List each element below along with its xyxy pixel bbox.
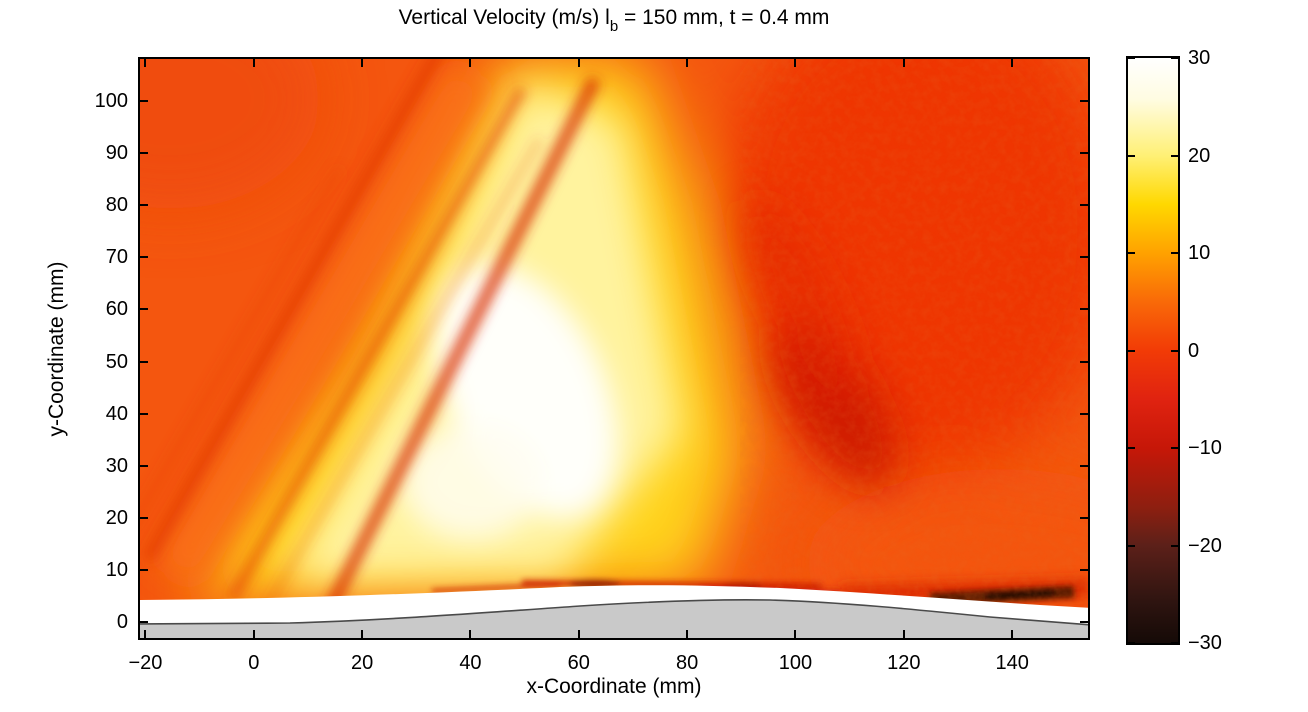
x-tick-mark-top [1011, 59, 1014, 67]
y-tick-label: 0 [116, 611, 128, 634]
y-tick-mark-right [1080, 99, 1088, 102]
y-tick-label: 50 [105, 350, 128, 373]
x-tick-label: −20 [128, 652, 163, 674]
x-tick-mark [794, 630, 797, 638]
y-tick-mark-right [1080, 204, 1088, 207]
field-noise-texture [740, 59, 1088, 638]
y-tick-mark [140, 360, 148, 363]
y-tick-label: 70 [105, 246, 128, 269]
colorbar-tick-label: 0 [1188, 339, 1200, 362]
y-tick-mark [140, 151, 148, 154]
x-tick-mark [361, 630, 364, 638]
y-tick-mark [140, 464, 148, 467]
y-tick-mark-right [1080, 256, 1088, 259]
x-tick-label: 0 [248, 652, 260, 674]
x-tick-label: 60 [567, 652, 590, 674]
x-tick-label: 40 [459, 652, 482, 674]
x-tick-mark-top [252, 59, 255, 67]
y-tick-label: 60 [105, 298, 128, 321]
x-tick-mark [144, 630, 147, 638]
colorbar-tick-mark-right [1171, 447, 1178, 449]
y-tick-label: 30 [105, 454, 128, 477]
y-tick-mark-right [1080, 308, 1088, 311]
colorbar-tick-mark-right [1171, 57, 1178, 59]
x-tick-mark-top [686, 59, 689, 67]
colorbar-tick-mark-right [1171, 642, 1178, 644]
colorbar-tick-label: 10 [1188, 242, 1211, 264]
colorbar-tick-mark-right [1171, 252, 1178, 254]
colorbar-tick-label: 30 [1188, 47, 1211, 69]
x-tick-label: 100 [778, 652, 813, 674]
y-tick-mark [140, 256, 148, 259]
y-tick-mark [140, 204, 148, 207]
plot-area [138, 57, 1090, 640]
y-tick-mark [140, 621, 148, 624]
y-tick-mark-right [1080, 151, 1088, 154]
y-tick-mark [140, 412, 148, 415]
x-tick-mark-top [469, 59, 472, 67]
y-tick-mark [140, 308, 148, 311]
colorbar-tick-mark [1128, 349, 1135, 352]
x-tick-mark-top [144, 59, 147, 67]
y-tick-label: 20 [105, 507, 128, 530]
x-axis-label: x-Coordinate (mm) [526, 675, 702, 698]
colorbar-tick-mark [1128, 447, 1135, 449]
y-tick-label: 100 [94, 89, 128, 112]
title-text: Vertical Velocity (m/s) l [398, 6, 610, 29]
x-tick-mark-top [902, 59, 905, 67]
y-tick-mark-right [1080, 412, 1088, 415]
colorbar-tick-label: −20 [1188, 534, 1222, 557]
colorbar-tick-label: 20 [1188, 144, 1211, 167]
colorbar-tick-mark [1128, 544, 1135, 547]
title-text-2: = 150 mm, t = 0.4 mm [618, 6, 830, 29]
x-tick-mark [686, 630, 689, 638]
y-tick-mark-right [1080, 464, 1088, 467]
colorbar-tick-mark [1128, 642, 1135, 644]
y-tick-label: 80 [105, 194, 128, 217]
colorbar-tick-mark [1128, 154, 1135, 157]
y-tick-mark [140, 517, 148, 520]
colorbar-tick-mark-right [1171, 154, 1178, 157]
y-tick-mark [140, 569, 148, 572]
y-tick-mark [140, 99, 148, 102]
x-tick-label: 80 [676, 652, 699, 674]
x-tick-label: 140 [995, 652, 1029, 674]
x-tick-label: 20 [350, 652, 374, 674]
x-tick-label: 120 [887, 652, 921, 674]
colorbar-tick-label: −30 [1188, 632, 1222, 654]
x-tick-mark [252, 630, 255, 638]
x-tick-mark [902, 630, 905, 638]
x-tick-mark [577, 630, 580, 638]
y-tick-label: 10 [105, 559, 128, 582]
surface-outline [140, 598, 1088, 626]
x-tick-mark [1011, 630, 1014, 638]
heatmap-field [140, 59, 1088, 638]
colorbar-tick-mark [1128, 252, 1135, 254]
surface-bump [140, 599, 1088, 638]
y-tick-label: 90 [105, 141, 128, 164]
colorbar-tick-mark [1128, 57, 1135, 59]
colorbar-tick-label: −10 [1188, 437, 1222, 459]
y-tick-mark-right [1080, 517, 1088, 520]
y-tick-mark-right [1080, 360, 1088, 363]
y-tick-mark-right [1080, 621, 1088, 624]
title-subscript: b [609, 18, 619, 35]
y-tick-label: 40 [105, 402, 128, 425]
x-tick-mark-top [361, 59, 364, 67]
colorbar-tick-mark-right [1171, 544, 1178, 547]
colorbar-tick-mark-right [1171, 349, 1178, 352]
x-tick-mark [469, 630, 472, 638]
x-tick-mark-top [577, 59, 580, 67]
y-tick-mark-right [1080, 569, 1088, 572]
x-tick-mark-top [794, 59, 797, 67]
chart-title: Vertical Velocity (m/s) lb = 150 mm, t =… [140, 6, 1088, 35]
